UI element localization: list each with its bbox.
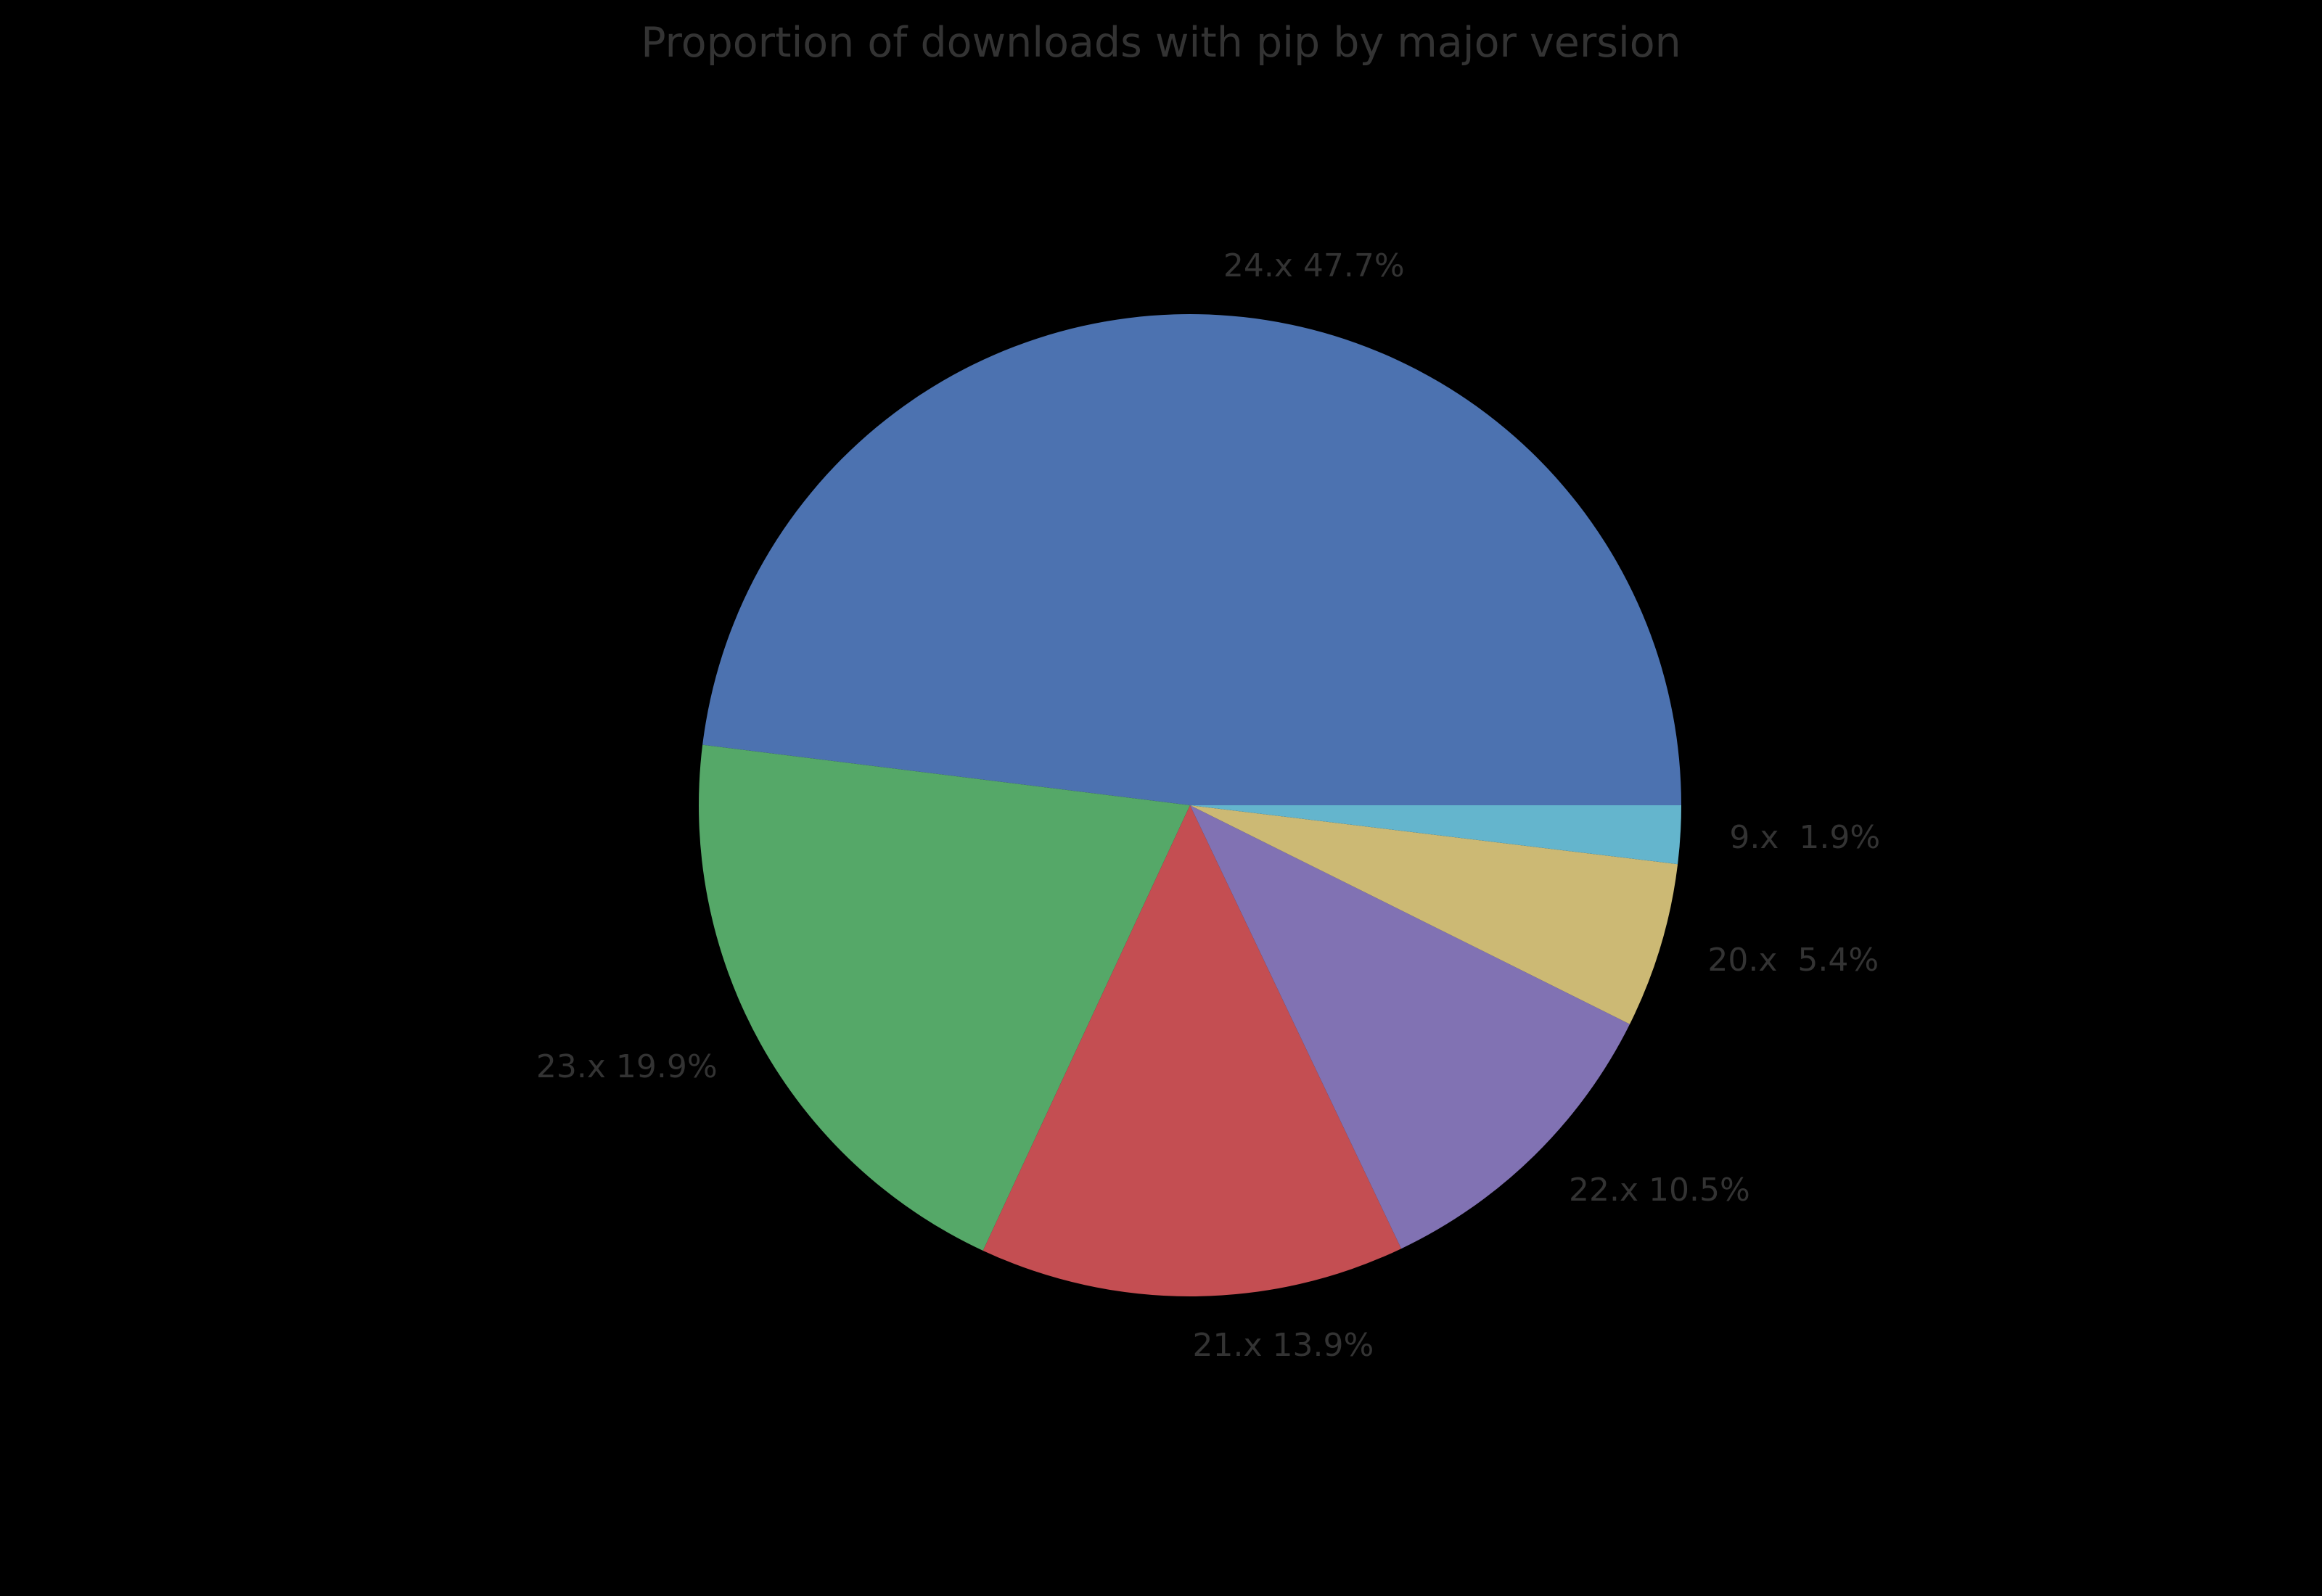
slice-label-20x: 20.x 5.4% [1707,941,1879,979]
pie-slice-22x [1190,805,1630,1249]
pie-slice-24x [702,314,1681,805]
slice-label-21x: 21.x 13.9% [1192,1326,1374,1364]
slice-label-22x: 22.x 10.5% [1569,1172,1750,1209]
chart-title: Proportion of downloads with pip by majo… [641,19,1681,67]
pie-slice-20x [1190,805,1678,1024]
slice-label-23x: 23.x 19.9% [536,1048,718,1086]
slice-label-9x: 9.x 1.9% [1729,818,1881,856]
slice-label-24x: 24.x 47.7% [1223,247,1405,284]
pie-slice-21x [982,805,1402,1297]
pie-slice-9x [1190,805,1681,865]
pie-slice-23x [699,744,1190,1251]
